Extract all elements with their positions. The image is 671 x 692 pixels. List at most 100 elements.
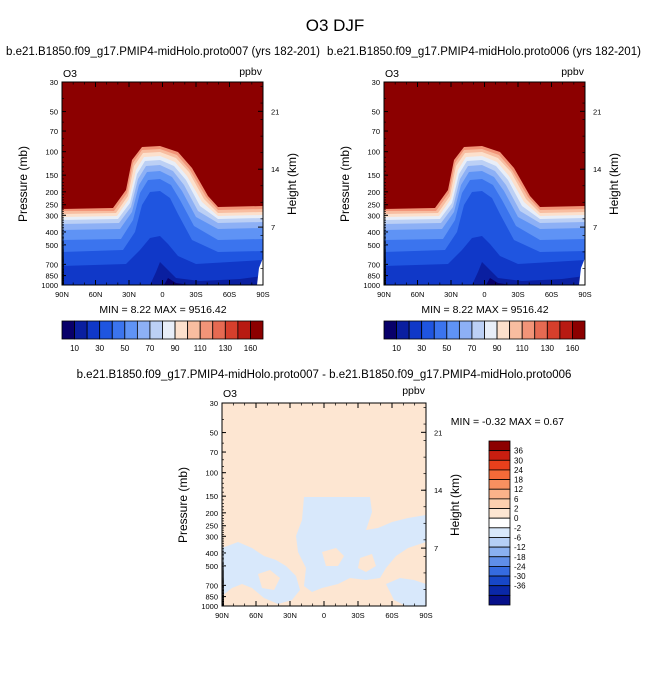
x-tick-label: 60N (89, 290, 103, 299)
colorbar-box (396, 320, 410, 340)
y-tick-label: 500 (367, 241, 380, 250)
y-tick-label: 200 (45, 188, 58, 197)
colorbar-box (488, 498, 511, 509)
y-tick-label: 300 (367, 211, 380, 220)
y-tick-label: 70 (210, 448, 218, 457)
left-field-band-12 (164, 278, 190, 285)
x-tick-label: 90N (55, 290, 69, 299)
colorbar-box (162, 320, 176, 340)
right-colorbar: 10 30 50 70 90 110 130 160 (383, 320, 586, 353)
y-tick-label: 100 (205, 469, 218, 478)
y-tick-label: 1000 (41, 281, 58, 290)
y-tick-label: 50 (372, 108, 380, 117)
figure-title: O3 DJF (306, 16, 365, 35)
colorbar-box (136, 320, 151, 340)
colorbar-label: 2 (514, 505, 519, 514)
difference-panel-title: b.e21.B1850.f09_g17.PMIP4-midHolo.proto0… (77, 369, 572, 381)
colorbar-box (488, 546, 511, 558)
x-tick-label: 60N (249, 611, 263, 620)
colorbar-label: 30 (95, 344, 104, 353)
difference-contour-field (222, 403, 426, 606)
colorbar-box (86, 320, 101, 340)
y-tick-label: 400 (205, 549, 218, 558)
y-tick-label: 400 (367, 228, 380, 237)
right-panel-left-string: O3 (385, 68, 399, 80)
y-right-tick-label: 14 (434, 486, 442, 495)
colorbar-box (408, 320, 423, 340)
y-tick-label: 1000 (201, 602, 218, 611)
colorbar-label: 30 (417, 344, 426, 353)
colorbar-label: 70 (467, 344, 476, 353)
colorbar-label: -2 (514, 524, 522, 533)
colorbar-box (488, 488, 511, 500)
colorbar-box (212, 320, 226, 340)
colorbar-box (174, 320, 189, 340)
colorbar-label: 110 (194, 344, 207, 353)
x-tick-label: 90S (578, 290, 591, 299)
colorbar-box (488, 575, 511, 587)
x-tick-label: 90N (215, 611, 229, 620)
colorbar-box (488, 537, 511, 548)
y-tick-label: 150 (45, 171, 58, 180)
y-right-tick-label: 21 (271, 107, 279, 116)
difference-field-positive-pocket-2 (358, 554, 376, 572)
colorbar-box (383, 320, 397, 340)
x-tick-label: 60S (223, 290, 236, 299)
colorbar-box (458, 320, 473, 340)
colorbar-box (224, 320, 239, 340)
colorbar-label: 160 (566, 344, 580, 353)
colorbar-box (488, 450, 511, 461)
y-tick-label: 50 (50, 108, 58, 117)
colorbar-label: -30 (514, 572, 526, 581)
y-tick-label: 30 (50, 78, 58, 87)
colorbar-box (572, 320, 586, 340)
colorbar-box (509, 320, 523, 340)
y-tick-label: 100 (367, 148, 380, 157)
y-tick-label: 250 (205, 522, 218, 531)
colorbar-box (488, 517, 511, 529)
colorbar-box (484, 320, 498, 340)
right-field-band-10 (384, 236, 585, 285)
y-tick-label: 700 (205, 581, 218, 590)
y-tick-label: 850 (367, 272, 380, 281)
x-tick-label: 0 (322, 611, 326, 620)
x-tick-label: 90S (419, 611, 432, 620)
y-tick-label: 250 (45, 201, 58, 210)
colorbar-label: 50 (120, 344, 129, 353)
colorbar-box (237, 320, 251, 340)
colorbar-label: 12 (514, 485, 523, 494)
colorbar-box (124, 320, 138, 340)
y-tick-label: 50 (210, 429, 218, 438)
y-tick-label: 300 (45, 211, 58, 220)
colorbar-box (250, 320, 264, 340)
x-tick-label: 90S (256, 290, 269, 299)
colorbar-label: 10 (70, 344, 79, 353)
right-panel-title: b.e21.B1850.f09_g17.PMIP4-midHolo.proto0… (327, 46, 641, 58)
colorbar-label: 10 (392, 344, 401, 353)
x-tick-label: 30N (444, 290, 458, 299)
y-tick-label: 1000 (363, 281, 380, 290)
y-right-tick-label: 7 (593, 223, 597, 232)
colorbar-box (488, 440, 511, 452)
colorbar-label: -36 (514, 582, 526, 591)
y-tick-label: 500 (45, 241, 58, 250)
colorbar-box (488, 479, 511, 490)
colorbar-box (149, 320, 163, 340)
colorbar-label: 90 (493, 344, 502, 353)
colorbar-label: -6 (514, 533, 522, 542)
colorbar-box (488, 459, 511, 471)
colorbar-box (546, 320, 561, 340)
colorbar-label: 30 (514, 456, 523, 465)
y-tick-label: 700 (45, 260, 58, 269)
colorbar-box (534, 320, 548, 340)
difference-field-negative-right (386, 578, 426, 606)
colorbar-box (74, 320, 88, 340)
right-field-band-11 (472, 262, 585, 285)
x-tick-label: 30S (351, 611, 364, 620)
colorbar-label: 160 (244, 344, 258, 353)
x-tick-label: 30N (283, 611, 297, 620)
colorbar-box (446, 320, 460, 340)
difference-field-negative-upper (296, 497, 426, 592)
x-tick-label: 90N (377, 290, 391, 299)
right-contour-field (384, 82, 585, 285)
